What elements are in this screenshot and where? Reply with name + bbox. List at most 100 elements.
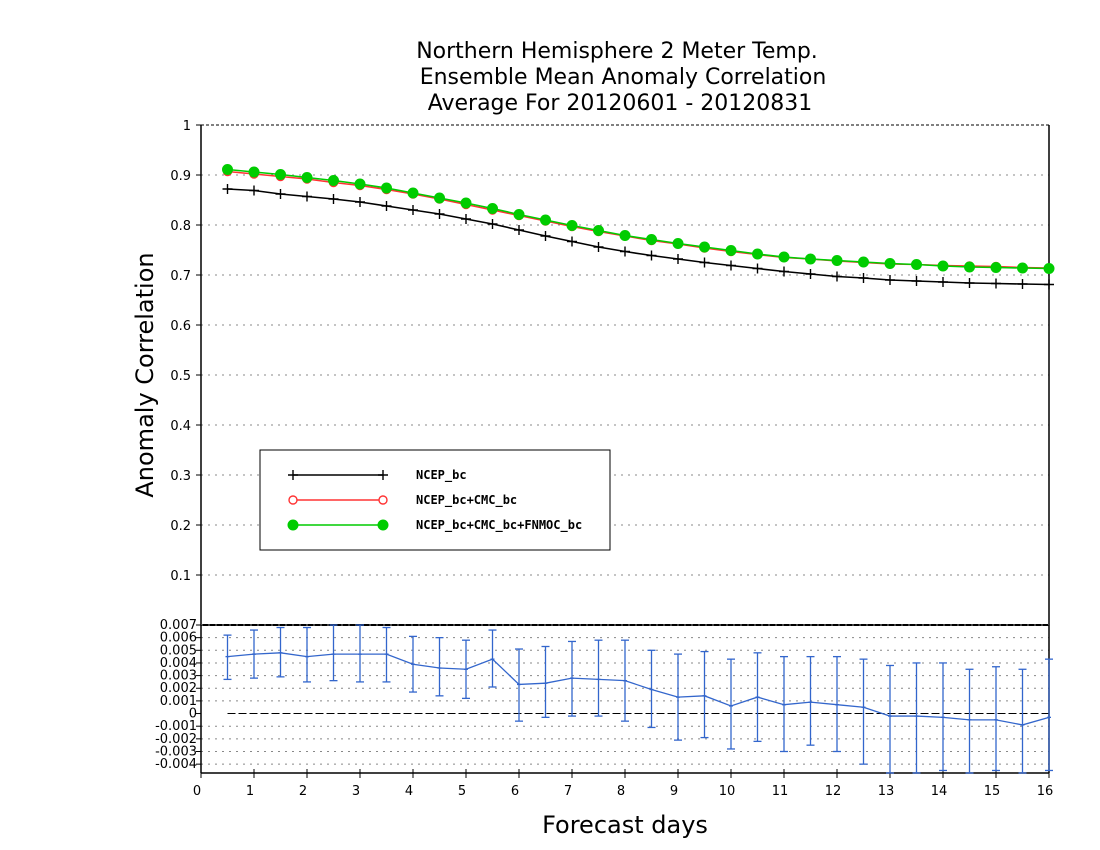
data-point: [540, 214, 551, 226]
data-point: [540, 231, 551, 241]
y-tick-label: 0.006: [160, 631, 197, 646]
data-point: [249, 185, 259, 196]
data-point: [646, 234, 657, 245]
bottom-panel: -0.004-0.003-0.002-0.00100.0010.0020.003…: [155, 618, 1053, 799]
data-point: [858, 273, 869, 283]
x-tick-label: 16: [1037, 784, 1054, 799]
data-point: [593, 242, 604, 252]
data-point: [222, 164, 233, 175]
x-tick-label: 7: [564, 784, 572, 799]
data-point: [990, 262, 1002, 273]
chart-title-line: Ensemble Mean Anomaly Correlation: [420, 65, 827, 90]
x-axis-label: Forecast days: [542, 811, 708, 839]
data-point: [964, 261, 975, 273]
data-point: [434, 209, 445, 219]
y-tick-label: 1: [183, 119, 191, 134]
chart-title-line: Average For 20120601 - 20120831: [428, 91, 813, 116]
y-tick-label: 0.001: [160, 694, 197, 709]
data-point: [434, 192, 445, 204]
y-tick-label: -0.002: [155, 732, 197, 747]
legend-label: NCEP_bc+CMC_bc: [416, 493, 517, 508]
y-tick-label: 0.6: [170, 319, 191, 334]
data-point: [937, 260, 949, 272]
data-point: [301, 172, 313, 183]
x-tick-label: 5: [458, 784, 466, 799]
x-tick-label: 10: [719, 784, 736, 799]
data-point: [964, 278, 975, 288]
legend-marker: [287, 519, 299, 531]
chart-title-line: Northern Hemisphere 2 Meter Temp.: [416, 39, 818, 64]
x-tick-label: 9: [670, 784, 678, 799]
y-tick-label: 0: [189, 707, 197, 722]
legend-label: NCEP_bc+CMC_bc+FNMOC_bc: [416, 518, 582, 533]
x-tick-label: 2: [299, 784, 307, 799]
data-point: [832, 271, 842, 282]
y-tick-label: -0.004: [155, 757, 197, 772]
x-tick-label: 6: [511, 784, 519, 799]
legend-marker: [288, 470, 298, 480]
data-point: [460, 197, 472, 209]
data-point: [222, 184, 233, 194]
data-point: [1017, 262, 1028, 274]
data-point: [752, 263, 763, 274]
data-point: [991, 278, 1001, 289]
data-point: [248, 166, 260, 178]
y-tick-label: -0.003: [155, 744, 197, 759]
x-tick-label: 8: [617, 784, 625, 799]
data-point: [831, 255, 843, 266]
data-point: [858, 256, 869, 268]
data-point: [620, 246, 630, 257]
data-point: [885, 275, 895, 285]
data-point: [938, 277, 948, 287]
data-point: [725, 245, 737, 256]
data-point: [461, 214, 471, 224]
data-point: [619, 230, 631, 241]
data-point: [275, 189, 286, 199]
y-tick-label: 0.4: [170, 419, 191, 434]
legend-label: NCEP_bc: [416, 468, 467, 483]
data-point: [911, 276, 922, 286]
x-tick-label: 3: [352, 784, 360, 799]
y-tick-label: 0.003: [160, 669, 197, 684]
data-point: [487, 203, 498, 214]
y-tick-label: 0.007: [160, 618, 197, 633]
x-tick-label: 11: [772, 784, 789, 799]
x-tick-label: 12: [825, 784, 842, 799]
data-point: [673, 254, 683, 264]
series-2: [222, 164, 1055, 274]
difference-line: [227, 652, 1050, 726]
y-tick-label: 0.7: [170, 269, 191, 284]
legend-marker: [377, 519, 389, 531]
x-tick-label: 0: [193, 784, 201, 799]
data-point: [778, 251, 790, 263]
data-point: [487, 219, 498, 229]
series-0: [222, 184, 1054, 290]
data-point: [805, 269, 816, 279]
data-point: [328, 175, 339, 186]
x-tick-label: 13: [878, 784, 895, 799]
data-point: [355, 197, 365, 207]
data-point: [1017, 279, 1028, 289]
data-point: [593, 225, 604, 236]
data-point: [699, 257, 710, 268]
y-tick-label: 0.2: [170, 519, 191, 534]
y-tick-label: 0.002: [160, 681, 197, 696]
legend-marker: [378, 470, 388, 480]
data-point: [779, 266, 789, 277]
y-axis-label: Anomaly Correlation: [131, 252, 159, 497]
y-tick-label: 0.5: [170, 369, 191, 384]
y-tick-label: 0.8: [170, 219, 191, 234]
data-point: [302, 191, 312, 202]
data-point: [567, 236, 577, 247]
data-point: [566, 220, 578, 231]
data-point: [911, 259, 922, 270]
legend: NCEP_bc NCEP_bc+CMC_bc NCEP_bc+CMC_bc+FNMO…: [259, 449, 611, 551]
y-tick-label: 0.3: [170, 469, 191, 484]
data-point: [699, 241, 710, 253]
y-tick-label: 0.004: [160, 656, 197, 671]
x-tick-label: 15: [984, 784, 1001, 799]
y-tick-label: 0.005: [160, 643, 197, 658]
y-tick-label: 0.9: [170, 169, 191, 184]
top-panel: 0.1 0.2 0.3 0.4 0.5 0.6 0.7 0.8 0.9 1: [170, 119, 1055, 626]
x-tick-label: 1: [246, 784, 254, 799]
